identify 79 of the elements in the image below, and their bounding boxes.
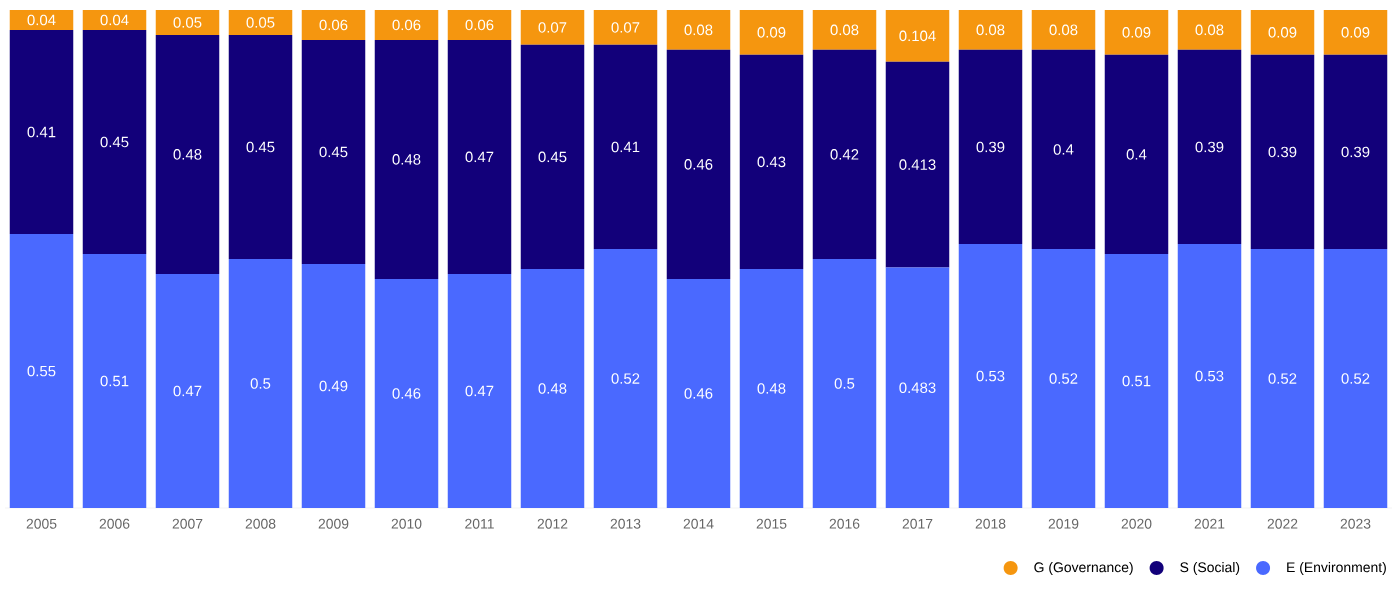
data-label: 0.39 bbox=[976, 141, 1005, 153]
legend-label: E (Environment) bbox=[1287, 561, 1386, 575]
data-label: 0.05 bbox=[246, 17, 275, 28]
data-label: 0.52 bbox=[1268, 373, 1297, 384]
data-label: 0.04 bbox=[27, 14, 56, 26]
data-label: 0.51 bbox=[1122, 375, 1151, 387]
data-label: 0.39 bbox=[1268, 146, 1297, 158]
data-label: 0.06 bbox=[319, 19, 348, 31]
x-tick-label: 2017 bbox=[902, 518, 933, 529]
x-tick-label: 2015 bbox=[756, 518, 787, 529]
data-label: 0.52 bbox=[1049, 373, 1078, 384]
data-label: 0.09 bbox=[757, 27, 786, 38]
data-label: 0.4 bbox=[1126, 149, 1147, 160]
data-label: 0.06 bbox=[392, 19, 421, 31]
data-label: 0.52 bbox=[611, 373, 640, 384]
data-label: 0.08 bbox=[976, 24, 1005, 36]
data-label: 0.08 bbox=[1195, 24, 1224, 36]
x-tick-label: 2021 bbox=[1194, 518, 1225, 529]
data-label: 0.08 bbox=[684, 24, 713, 36]
x-tick-label: 2010 bbox=[391, 518, 422, 529]
x-tick-label: 2012 bbox=[537, 518, 568, 529]
data-label: 0.07 bbox=[611, 22, 640, 33]
data-label: 0.49 bbox=[319, 380, 348, 392]
data-label: 0.05 bbox=[173, 17, 202, 28]
data-label: 0.47 bbox=[465, 385, 494, 397]
x-tick-label: 2016 bbox=[829, 518, 860, 529]
x-tick-label: 2008 bbox=[245, 518, 276, 529]
data-label: 0.413 bbox=[899, 159, 936, 170]
data-label: 0.52 bbox=[1341, 373, 1370, 384]
data-label: 0.08 bbox=[1049, 24, 1078, 36]
data-label: 0.41 bbox=[27, 126, 56, 138]
data-label: 0.48 bbox=[757, 383, 786, 394]
data-label: 0.51 bbox=[100, 375, 129, 387]
data-label: 0.42 bbox=[830, 149, 859, 160]
x-tick-label: 2022 bbox=[1267, 518, 1298, 529]
legend-label: S (Social) bbox=[1180, 561, 1240, 575]
data-label: 0.09 bbox=[1341, 27, 1370, 38]
data-label: 0.41 bbox=[611, 141, 640, 153]
data-label: 0.46 bbox=[392, 388, 421, 399]
data-label: 0.08 bbox=[830, 24, 859, 36]
data-label: 0.39 bbox=[1195, 141, 1224, 153]
data-label: 0.5 bbox=[834, 378, 855, 389]
data-label: 0.09 bbox=[1268, 27, 1297, 38]
data-label: 0.45 bbox=[100, 136, 129, 148]
x-tick-label: 2020 bbox=[1121, 518, 1152, 529]
data-label: 0.45 bbox=[246, 141, 275, 153]
x-tick-label: 2005 bbox=[26, 518, 57, 529]
data-label: 0.45 bbox=[319, 146, 348, 158]
data-label: 0.4 bbox=[1053, 144, 1074, 155]
data-label: 0.46 bbox=[684, 388, 713, 399]
data-label: 0.104 bbox=[899, 30, 936, 42]
x-tick-label: 2013 bbox=[610, 518, 641, 529]
data-label: 0.53 bbox=[1195, 370, 1224, 382]
legend-label: G (Governance) bbox=[1034, 561, 1133, 575]
data-label: 0.43 bbox=[757, 156, 786, 168]
x-tick-label: 2007 bbox=[172, 518, 203, 529]
data-label: 0.45 bbox=[538, 151, 567, 163]
x-tick-label: 2023 bbox=[1340, 518, 1371, 529]
data-label: 0.53 bbox=[976, 370, 1005, 382]
x-tick-label: 2019 bbox=[1048, 518, 1079, 529]
x-tick-label: 2011 bbox=[465, 518, 494, 529]
x-tick-label: 2006 bbox=[99, 518, 130, 529]
data-label: 0.07 bbox=[538, 22, 567, 33]
data-label: 0.48 bbox=[392, 154, 421, 165]
data-label: 0.09 bbox=[1122, 27, 1151, 38]
data-label: 0.5 bbox=[250, 378, 271, 389]
data-label: 0.483 bbox=[899, 382, 936, 394]
data-label: 0.48 bbox=[538, 383, 567, 394]
data-label: 0.55 bbox=[27, 365, 56, 377]
data-label: 0.46 bbox=[684, 159, 713, 170]
data-label: 0.47 bbox=[173, 385, 202, 397]
x-tick-label: 2009 bbox=[318, 518, 349, 529]
data-label: 0.06 bbox=[465, 19, 494, 31]
x-tick-label: 2018 bbox=[975, 518, 1006, 529]
data-label: 0.04 bbox=[100, 14, 129, 26]
data-label: 0.47 bbox=[465, 151, 494, 163]
data-label: 0.48 bbox=[173, 149, 202, 160]
x-tick-label: 2014 bbox=[683, 518, 714, 529]
data-label: 0.39 bbox=[1341, 146, 1370, 158]
